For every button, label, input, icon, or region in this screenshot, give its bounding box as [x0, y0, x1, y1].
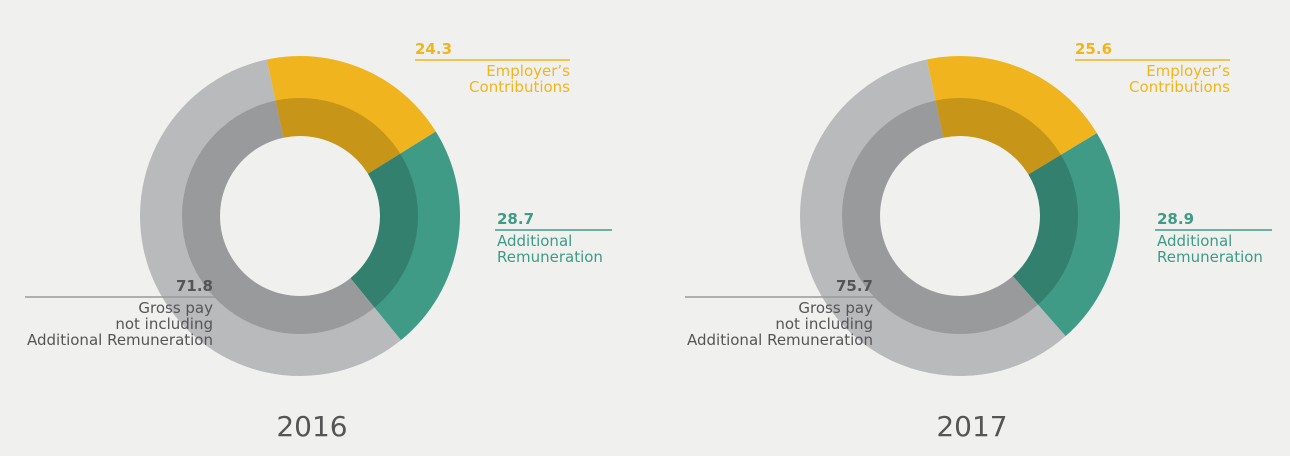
category-label: Additional Remuneration [1157, 232, 1263, 266]
chart-title: 2017 [936, 410, 1008, 443]
chart-title: 2016 [276, 410, 348, 443]
pie-segment [266, 56, 436, 174]
inner-band [182, 98, 418, 334]
category-label: Gross pay not including Additional Remun… [687, 299, 873, 349]
value-label: 25.6 [1075, 40, 1113, 58]
pie-segment [926, 56, 1097, 175]
category-label: Gross pay not including Additional Remun… [27, 299, 213, 349]
value-label: 24.3 [415, 40, 453, 58]
category-label: Employer’s Contributions [1129, 62, 1230, 96]
value-label: 75.7 [835, 277, 873, 295]
category-label: Employer’s Contributions [469, 62, 570, 96]
inner-band [842, 98, 1078, 334]
value-label: 71.8 [175, 277, 213, 295]
pie-segment [350, 131, 461, 341]
value-label: 28.7 [497, 210, 535, 228]
pie-segment [1012, 133, 1120, 337]
value-label: 28.9 [1157, 210, 1195, 228]
category-label: Additional Remuneration [497, 232, 603, 266]
